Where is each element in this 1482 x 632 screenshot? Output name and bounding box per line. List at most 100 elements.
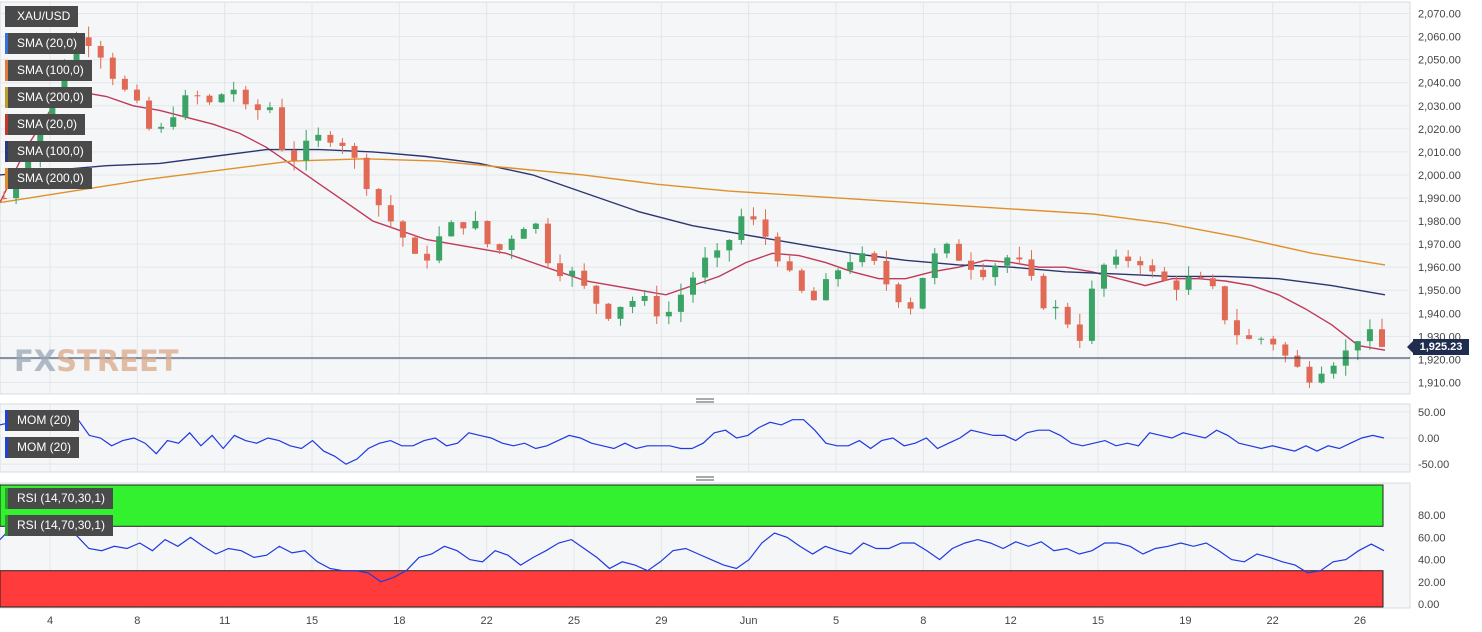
time-tick-label: Jun bbox=[740, 615, 758, 627]
candle-body bbox=[375, 189, 382, 206]
price-tick-label: 2,020.00 bbox=[1418, 124, 1461, 136]
sma-line bbox=[0, 148, 1386, 296]
legend-item[interactable]: MOM (20) bbox=[5, 437, 79, 458]
legend-item[interactable]: RSI (14,70,30,1) bbox=[5, 515, 114, 536]
candle-body bbox=[218, 94, 225, 103]
candle-body bbox=[85, 37, 92, 46]
candle-body bbox=[1366, 329, 1373, 342]
time-tick-label: 26 bbox=[1354, 615, 1366, 627]
candle-body bbox=[1379, 329, 1385, 347]
candle-body bbox=[1113, 256, 1120, 265]
candle-body bbox=[677, 294, 684, 312]
candle-body bbox=[109, 57, 116, 79]
candle-body bbox=[1052, 306, 1059, 309]
time-tick-label: 12 bbox=[1005, 615, 1017, 627]
legend-swatch bbox=[5, 168, 8, 189]
momentum-axis: 50.00 0.00 -50.00 bbox=[1418, 407, 1449, 471]
pane-divider-2[interactable] bbox=[696, 476, 714, 481]
legend-item[interactable]: SMA (200,0) bbox=[5, 87, 92, 108]
price-tick-label: 1,910.00 bbox=[1418, 377, 1461, 389]
watermark-part2: STREET bbox=[56, 344, 179, 378]
price-tick-label: 2,030.00 bbox=[1418, 101, 1461, 113]
time-tick-label: 19 bbox=[1179, 615, 1191, 627]
time-tick-label: 8 bbox=[134, 615, 140, 627]
candle-body bbox=[931, 253, 938, 278]
legend-swatch bbox=[5, 141, 8, 162]
legend-swatch bbox=[5, 410, 8, 431]
price-tick-label: 2,000.00 bbox=[1418, 170, 1461, 182]
candle-body bbox=[496, 244, 503, 250]
legend-item[interactable]: MOM (20) bbox=[5, 410, 79, 431]
candle-body bbox=[714, 250, 721, 258]
legend-label: XAU/USD bbox=[17, 9, 71, 23]
candle-body bbox=[1016, 257, 1023, 260]
time-tick-label: 25 bbox=[568, 615, 580, 627]
candle-body bbox=[254, 104, 261, 111]
legend-item[interactable]: RSI (14,70,30,1) bbox=[5, 488, 114, 509]
candle-body bbox=[230, 89, 237, 95]
candle-body bbox=[1258, 338, 1265, 340]
candle-body bbox=[629, 300, 636, 307]
legend-label: SMA (20,0) bbox=[17, 117, 78, 131]
legend-label: SMA (100,0) bbox=[17, 144, 84, 158]
candle-body bbox=[895, 284, 902, 303]
legend-swatch bbox=[5, 6, 8, 27]
candle-body bbox=[822, 279, 829, 301]
candle-body bbox=[1173, 280, 1180, 290]
candle-body bbox=[472, 220, 479, 229]
time-tick-label: 15 bbox=[306, 615, 318, 627]
candle-body bbox=[182, 95, 189, 118]
candle-body bbox=[1040, 275, 1047, 309]
candle-body bbox=[980, 269, 987, 278]
candle-body bbox=[702, 257, 709, 278]
price-tick-label: 2,070.00 bbox=[1418, 9, 1461, 21]
candle-body bbox=[387, 205, 394, 222]
candle-body bbox=[653, 296, 660, 317]
rsi-series-line bbox=[0, 516, 1385, 583]
candle-body bbox=[919, 277, 926, 309]
candle-body bbox=[1270, 338, 1277, 345]
legend-item[interactable]: SMA (100,0) bbox=[5, 60, 92, 81]
candle-body bbox=[1221, 286, 1228, 321]
candle-body bbox=[49, 92, 56, 129]
time-tick-label: 29 bbox=[655, 615, 667, 627]
candle-body bbox=[520, 228, 527, 239]
legend-item[interactable]: XAU/USD bbox=[5, 6, 79, 27]
candle-body bbox=[424, 253, 431, 261]
legend-item[interactable]: SMA (20,0) bbox=[5, 33, 86, 54]
legend-item[interactable]: SMA (200,0) bbox=[5, 168, 92, 189]
candle-body bbox=[810, 290, 817, 301]
candle-body bbox=[508, 238, 515, 250]
legend-swatch bbox=[5, 515, 8, 536]
momentum-tick-label: 0.00 bbox=[1418, 433, 1439, 445]
legend-label: MOM (20) bbox=[17, 440, 71, 454]
candle-body bbox=[399, 221, 406, 238]
rsi-tick-label: 80.00 bbox=[1418, 510, 1446, 522]
candle-body bbox=[146, 100, 153, 129]
candle-body bbox=[617, 306, 624, 319]
price-tick-label: 2,060.00 bbox=[1418, 32, 1461, 44]
candle-body bbox=[448, 222, 455, 237]
legend-item[interactable]: SMA (100,0) bbox=[5, 141, 92, 162]
rsi-tick-label: 20.00 bbox=[1418, 577, 1446, 589]
price-tick-label: 1,940.00 bbox=[1418, 308, 1461, 320]
legend-label: MOM (20) bbox=[17, 413, 71, 427]
candle-body bbox=[351, 145, 358, 158]
candle-body bbox=[1100, 264, 1107, 289]
rsi-line bbox=[0, 516, 1385, 583]
candle-body bbox=[581, 270, 588, 286]
pane-divider-1[interactable] bbox=[696, 398, 714, 403]
candle-body bbox=[1, 198, 7, 199]
candle-body bbox=[460, 222, 467, 229]
legend-label: RSI (14,70,30,1) bbox=[17, 518, 106, 532]
candle-body bbox=[1064, 306, 1071, 325]
legend-label: RSI (14,70,30,1) bbox=[17, 491, 106, 505]
main-grid bbox=[0, 2, 1410, 394]
candle-body bbox=[363, 157, 370, 190]
candle-body bbox=[1282, 344, 1289, 356]
price-tick-label: 1,980.00 bbox=[1418, 216, 1461, 228]
candle-body bbox=[291, 150, 298, 161]
legend-item[interactable]: SMA (20,0) bbox=[5, 114, 86, 135]
candle-body bbox=[1149, 265, 1156, 272]
